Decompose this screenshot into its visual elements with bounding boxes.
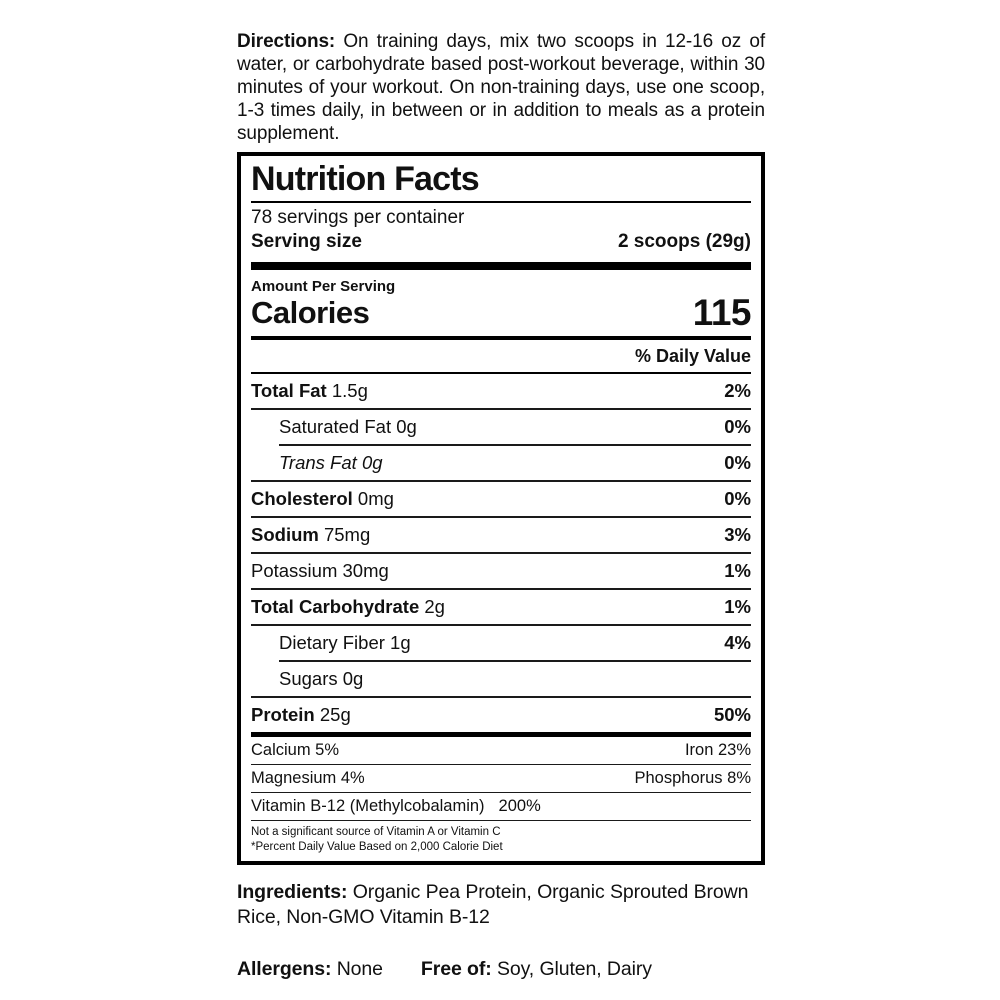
nutrient-amount: 0g bbox=[396, 416, 417, 437]
label-column: Directions: On training days, mix two sc… bbox=[237, 30, 765, 1000]
directions-paragraph: Directions: On training days, mix two sc… bbox=[237, 30, 765, 145]
row-divider bbox=[251, 408, 751, 410]
nutrient-dv: 4% bbox=[724, 632, 751, 653]
ingredients-label: Ingredients: bbox=[237, 881, 348, 903]
micronutrient-right: Phosphorus 8% bbox=[634, 769, 752, 787]
micronutrient-left: Vitamin B-12 (Methylcobalamin) bbox=[251, 797, 485, 815]
nutrient-dv: 0% bbox=[724, 452, 751, 473]
nutrient-dv: 0% bbox=[724, 416, 751, 437]
serving-size-label: Serving size bbox=[251, 231, 362, 252]
row-divider bbox=[251, 624, 751, 626]
allergens-line: Allergens: None Free of: Soy, Gluten, Dai… bbox=[237, 957, 765, 982]
row-divider bbox=[251, 480, 751, 482]
nutrient-row-trans-fat: Trans Fat 0g 0% bbox=[251, 446, 751, 480]
nutrient-amount: 0mg bbox=[357, 488, 394, 509]
servings-per-container: 78 servings per container bbox=[251, 207, 465, 228]
nutrient-name: Total Carbohydrate bbox=[251, 596, 420, 617]
nutrition-facts-panel: Nutrition Facts 78 servings per containe… bbox=[237, 152, 765, 865]
nutrient-amount: 0g bbox=[342, 668, 364, 689]
nutrient-amount: 1g bbox=[390, 632, 411, 653]
row-divider bbox=[251, 764, 751, 765]
free-of-value: Soy, Gluten, Dairy bbox=[496, 958, 652, 980]
micronutrient-right: Iron 23% bbox=[684, 741, 751, 759]
micronutrient-row-calcium-iron: Calcium 5% Iron 23% bbox=[251, 737, 751, 764]
nutrient-name: Total Fat bbox=[251, 380, 327, 401]
nutrient-row-saturated-fat: Saturated Fat 0g 0% bbox=[251, 410, 751, 444]
nutrient-amount: 25g bbox=[319, 704, 351, 725]
row-divider-indented bbox=[279, 660, 751, 662]
row-divider bbox=[251, 552, 751, 554]
micronutrient-value: 200% bbox=[498, 797, 541, 815]
nutrient-row-total-fat: Total Fat 1.5g 2% bbox=[251, 374, 751, 408]
nutrient-row-sodium: Sodium 75mg 3% bbox=[251, 518, 751, 552]
nutrient-dv: 1% bbox=[724, 596, 751, 617]
footnote-daily-value: *Percent Daily Value Based on 2,000 Calo… bbox=[251, 841, 503, 853]
allergens-value: None bbox=[336, 958, 383, 980]
nutrient-dv: 1% bbox=[724, 560, 751, 581]
row-divider bbox=[251, 792, 751, 793]
nutrient-amount: 30mg bbox=[342, 560, 389, 581]
ingredients-paragraph: Ingredients: Organic Pea Protein, Organi… bbox=[237, 880, 765, 930]
nutrient-amount: 0g bbox=[361, 452, 383, 473]
directions-label: Directions: bbox=[237, 31, 336, 52]
nutrient-row-dietary-fiber: Dietary Fiber 1g 4% bbox=[251, 626, 751, 660]
nutrient-name: Sodium bbox=[251, 524, 319, 545]
footnote-vitamins: Not a significant source of Vitamin A or… bbox=[251, 826, 501, 838]
directions-text: On training days, mix two scoops in 12-1… bbox=[237, 31, 765, 144]
calories-value: 115 bbox=[692, 292, 752, 333]
nutrient-name: Dietary Fiber bbox=[279, 632, 385, 653]
nutrient-name: Saturated Fat bbox=[279, 416, 392, 437]
nutrition-facts-title: Nutrition Facts bbox=[251, 160, 751, 203]
nutrient-amount: 1.5g bbox=[331, 380, 368, 401]
micronutrient-row-vitamin-b12: Vitamin B-12 (Methylcobalamin) 200% bbox=[251, 793, 751, 820]
nutrient-row-protein: Protein 25g 50% bbox=[251, 698, 751, 732]
calories-label: Calories bbox=[251, 295, 370, 330]
serving-size-value: 2 scoops (29g) bbox=[617, 231, 751, 252]
micronutrient-left: Calcium 5% bbox=[251, 741, 340, 759]
nutrient-name: Potassium bbox=[251, 560, 338, 581]
thick-divider-bar bbox=[251, 262, 751, 270]
calories-row: Calories 115 bbox=[251, 292, 752, 333]
nutrient-name: Cholesterol bbox=[251, 488, 353, 509]
nutrient-dv: 0% bbox=[724, 488, 751, 509]
row-divider bbox=[251, 516, 751, 518]
free-of-label: Free of: bbox=[420, 958, 492, 980]
nutrient-name: Protein bbox=[251, 704, 315, 725]
nutrient-name: Trans Fat bbox=[279, 452, 357, 473]
daily-value-header: % Daily Value bbox=[251, 340, 751, 374]
footnotes: Not a significant source of Vitamin A or… bbox=[251, 825, 751, 855]
nutrient-dv: 50% bbox=[713, 704, 751, 725]
micronutrient-left: Magnesium 4% bbox=[251, 769, 365, 787]
serving-size-row: Serving size 2 scoops (29g) bbox=[251, 230, 751, 262]
amount-per-serving-label: Amount Per Serving bbox=[251, 278, 396, 295]
row-divider bbox=[251, 588, 751, 590]
nutrient-row-potassium: Potassium 30mg 1% bbox=[251, 554, 751, 588]
medium-divider-bar bbox=[251, 336, 751, 340]
ingredients-text: Organic Pea Protein, Organic Sprouted Br… bbox=[237, 881, 749, 928]
row-divider-indented bbox=[279, 444, 751, 446]
nutrient-amount: 2g bbox=[424, 596, 445, 617]
nutrient-name: Sugars bbox=[279, 668, 338, 689]
micronutrient-row-magnesium-phosphorus: Magnesium 4% Phosphorus 8% bbox=[251, 765, 751, 792]
protein-divider-bar bbox=[251, 732, 751, 737]
allergens-label: Allergens: bbox=[237, 958, 332, 980]
nutrient-amount: 75mg bbox=[323, 524, 371, 545]
nutrient-row-total-carbohydrate: Total Carbohydrate 2g 1% bbox=[251, 590, 751, 624]
nutrient-row-sugars: Sugars 0g bbox=[251, 662, 751, 696]
nutrient-dv: 3% bbox=[724, 524, 751, 545]
row-divider bbox=[251, 820, 751, 821]
nutrient-row-cholesterol: Cholesterol 0mg 0% bbox=[251, 482, 751, 516]
row-divider bbox=[251, 696, 751, 698]
nutrient-dv: 2% bbox=[724, 380, 751, 401]
